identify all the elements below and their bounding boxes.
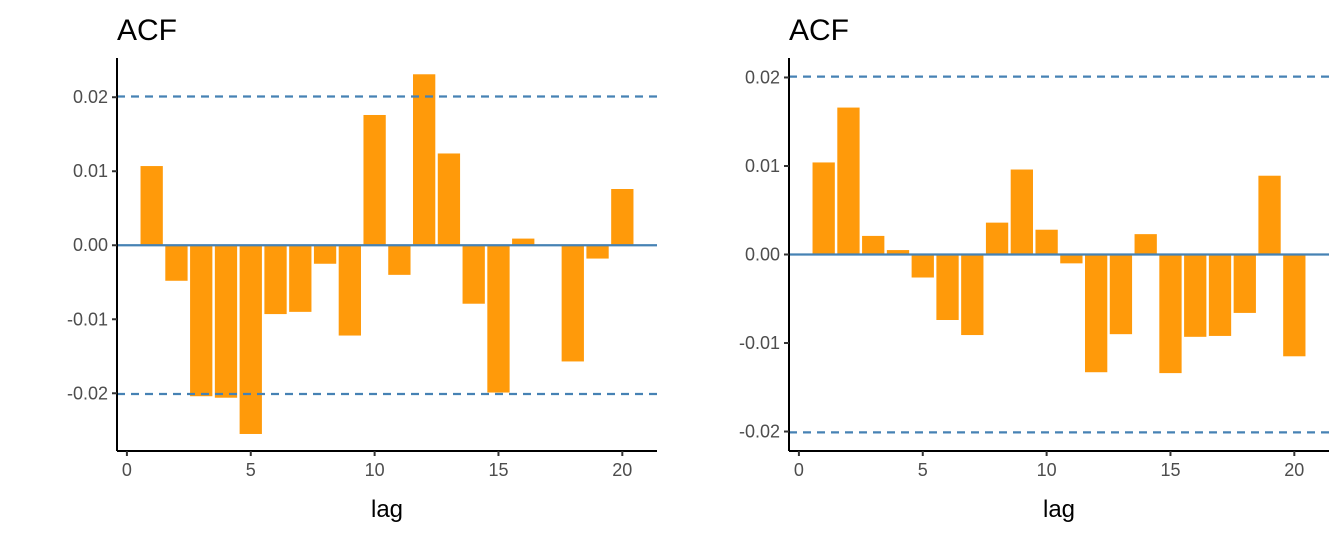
acf-bar <box>1184 254 1207 337</box>
x-tick-label: 5 <box>246 460 256 480</box>
acf-panel-left: ACF lag -0.02 -0.01 0.00 0.01 0.02 0 5 10 15 20 <box>67 14 657 523</box>
y-tick-label: 0.01 <box>73 161 108 181</box>
y-tick-label: 0.00 <box>745 245 780 265</box>
x-tick-label: 0 <box>122 460 132 480</box>
acf-bar <box>313 245 337 264</box>
acf-bar <box>1010 169 1033 255</box>
acf-bar <box>462 245 485 304</box>
y-tick-label: -0.02 <box>739 422 780 442</box>
chart-title: ACF <box>789 14 849 47</box>
y-tick-label: -0.01 <box>67 309 108 329</box>
x-tick-label: 0 <box>794 460 804 480</box>
acf-bar <box>214 245 238 398</box>
acf-bar <box>1109 254 1133 335</box>
acf-bar <box>264 245 287 315</box>
acf-bar <box>862 235 885 255</box>
chart-title: ACF <box>117 14 177 47</box>
y-tick-label: 0.02 <box>73 87 108 107</box>
acf-bar <box>140 166 163 246</box>
x-tick-label: 10 <box>365 460 385 480</box>
acf-bar <box>165 245 188 281</box>
x-axis-title: lag <box>1043 496 1075 523</box>
acf-bar <box>1283 254 1306 357</box>
acf-bar <box>1208 254 1232 336</box>
x-axis-title: lag <box>371 496 403 523</box>
y-tick-label: -0.01 <box>739 333 780 353</box>
acf-bar <box>586 245 609 259</box>
acf-bar <box>388 245 411 275</box>
acf-bar <box>289 245 312 312</box>
acf-bar <box>1258 175 1281 255</box>
y-tick-label: 0.00 <box>73 235 108 255</box>
acf-bar <box>961 254 984 336</box>
acf-bar <box>837 107 860 255</box>
x-tick-label: 20 <box>612 460 632 480</box>
acf-bar <box>512 238 535 246</box>
x-tick-label: 20 <box>1284 460 1304 480</box>
acf-bar <box>911 254 934 278</box>
acf-bar <box>437 153 461 246</box>
x-tick-label: 5 <box>918 460 928 480</box>
acf-bar <box>611 189 634 246</box>
acf-bar <box>1060 254 1083 264</box>
acf-bar <box>1134 234 1157 255</box>
y-tick-label: 0.01 <box>745 156 780 176</box>
acf-bar <box>487 245 510 393</box>
acf-bar <box>561 245 584 362</box>
acf-bar <box>936 254 959 320</box>
acf-bar <box>985 222 1009 255</box>
acf-bar <box>1085 254 1108 373</box>
acf-bar <box>190 245 213 397</box>
y-tick-label: -0.02 <box>67 383 108 403</box>
acf-bar <box>812 162 835 255</box>
acf-bar <box>363 114 386 246</box>
x-tick-label: 10 <box>1037 460 1057 480</box>
acf-bar <box>1035 229 1058 255</box>
acf-bar <box>413 74 436 246</box>
x-tick-label: 15 <box>488 460 508 480</box>
acf-bar <box>1233 254 1256 313</box>
acf-bar <box>239 245 262 434</box>
acf-bar <box>338 245 361 336</box>
y-tick-label: 0.02 <box>745 67 780 87</box>
acf-bar <box>1159 254 1182 374</box>
acf-bar <box>886 250 910 255</box>
acf-panel-right: ACF lag -0.02 -0.01 0.00 0.01 0.02 0 5 10 15 20 <box>739 14 1329 523</box>
x-tick-label: 15 <box>1160 460 1180 480</box>
